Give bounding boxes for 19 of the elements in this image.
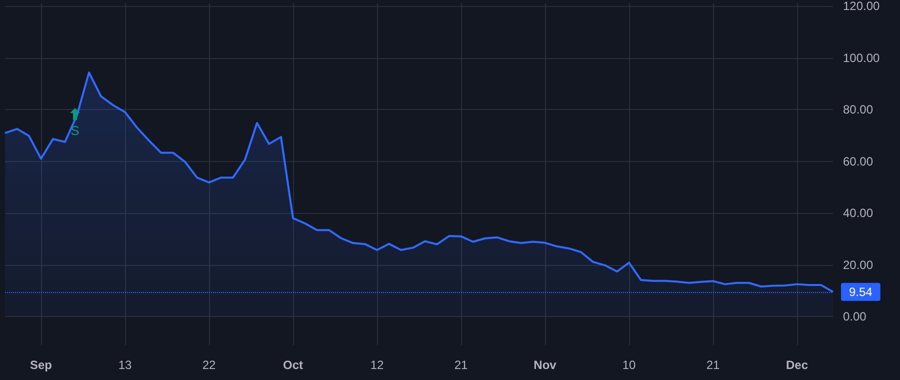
x-tick-label: Dec: [786, 358, 808, 372]
x-tick-label: 12: [370, 358, 384, 372]
x-tick-label: Oct: [282, 358, 304, 372]
x-tick-label: 22: [202, 358, 216, 372]
annotation: S: [70, 123, 80, 138]
y-tick-label: 60.00: [843, 154, 874, 168]
x-tick-label: Nov: [534, 358, 557, 372]
x-tick-label: Sep: [30, 358, 52, 372]
y-tick-label: 80.00: [843, 102, 874, 117]
ref-line-label: 9.54: [849, 284, 873, 299]
x-tick-label: 21: [454, 358, 468, 372]
x-tick-label: 21: [706, 358, 720, 372]
x-tick-label: 10: [622, 358, 636, 372]
y-tick-label: 120.00: [843, 0, 880, 13]
x-tick-label: 13: [118, 358, 132, 372]
y-tick-label: 100.00: [843, 50, 880, 65]
y-tick-label: 0.00: [843, 310, 867, 324]
y-tick-label: 40.00: [843, 206, 874, 220]
y-tick-label: 20.00: [843, 258, 874, 272]
